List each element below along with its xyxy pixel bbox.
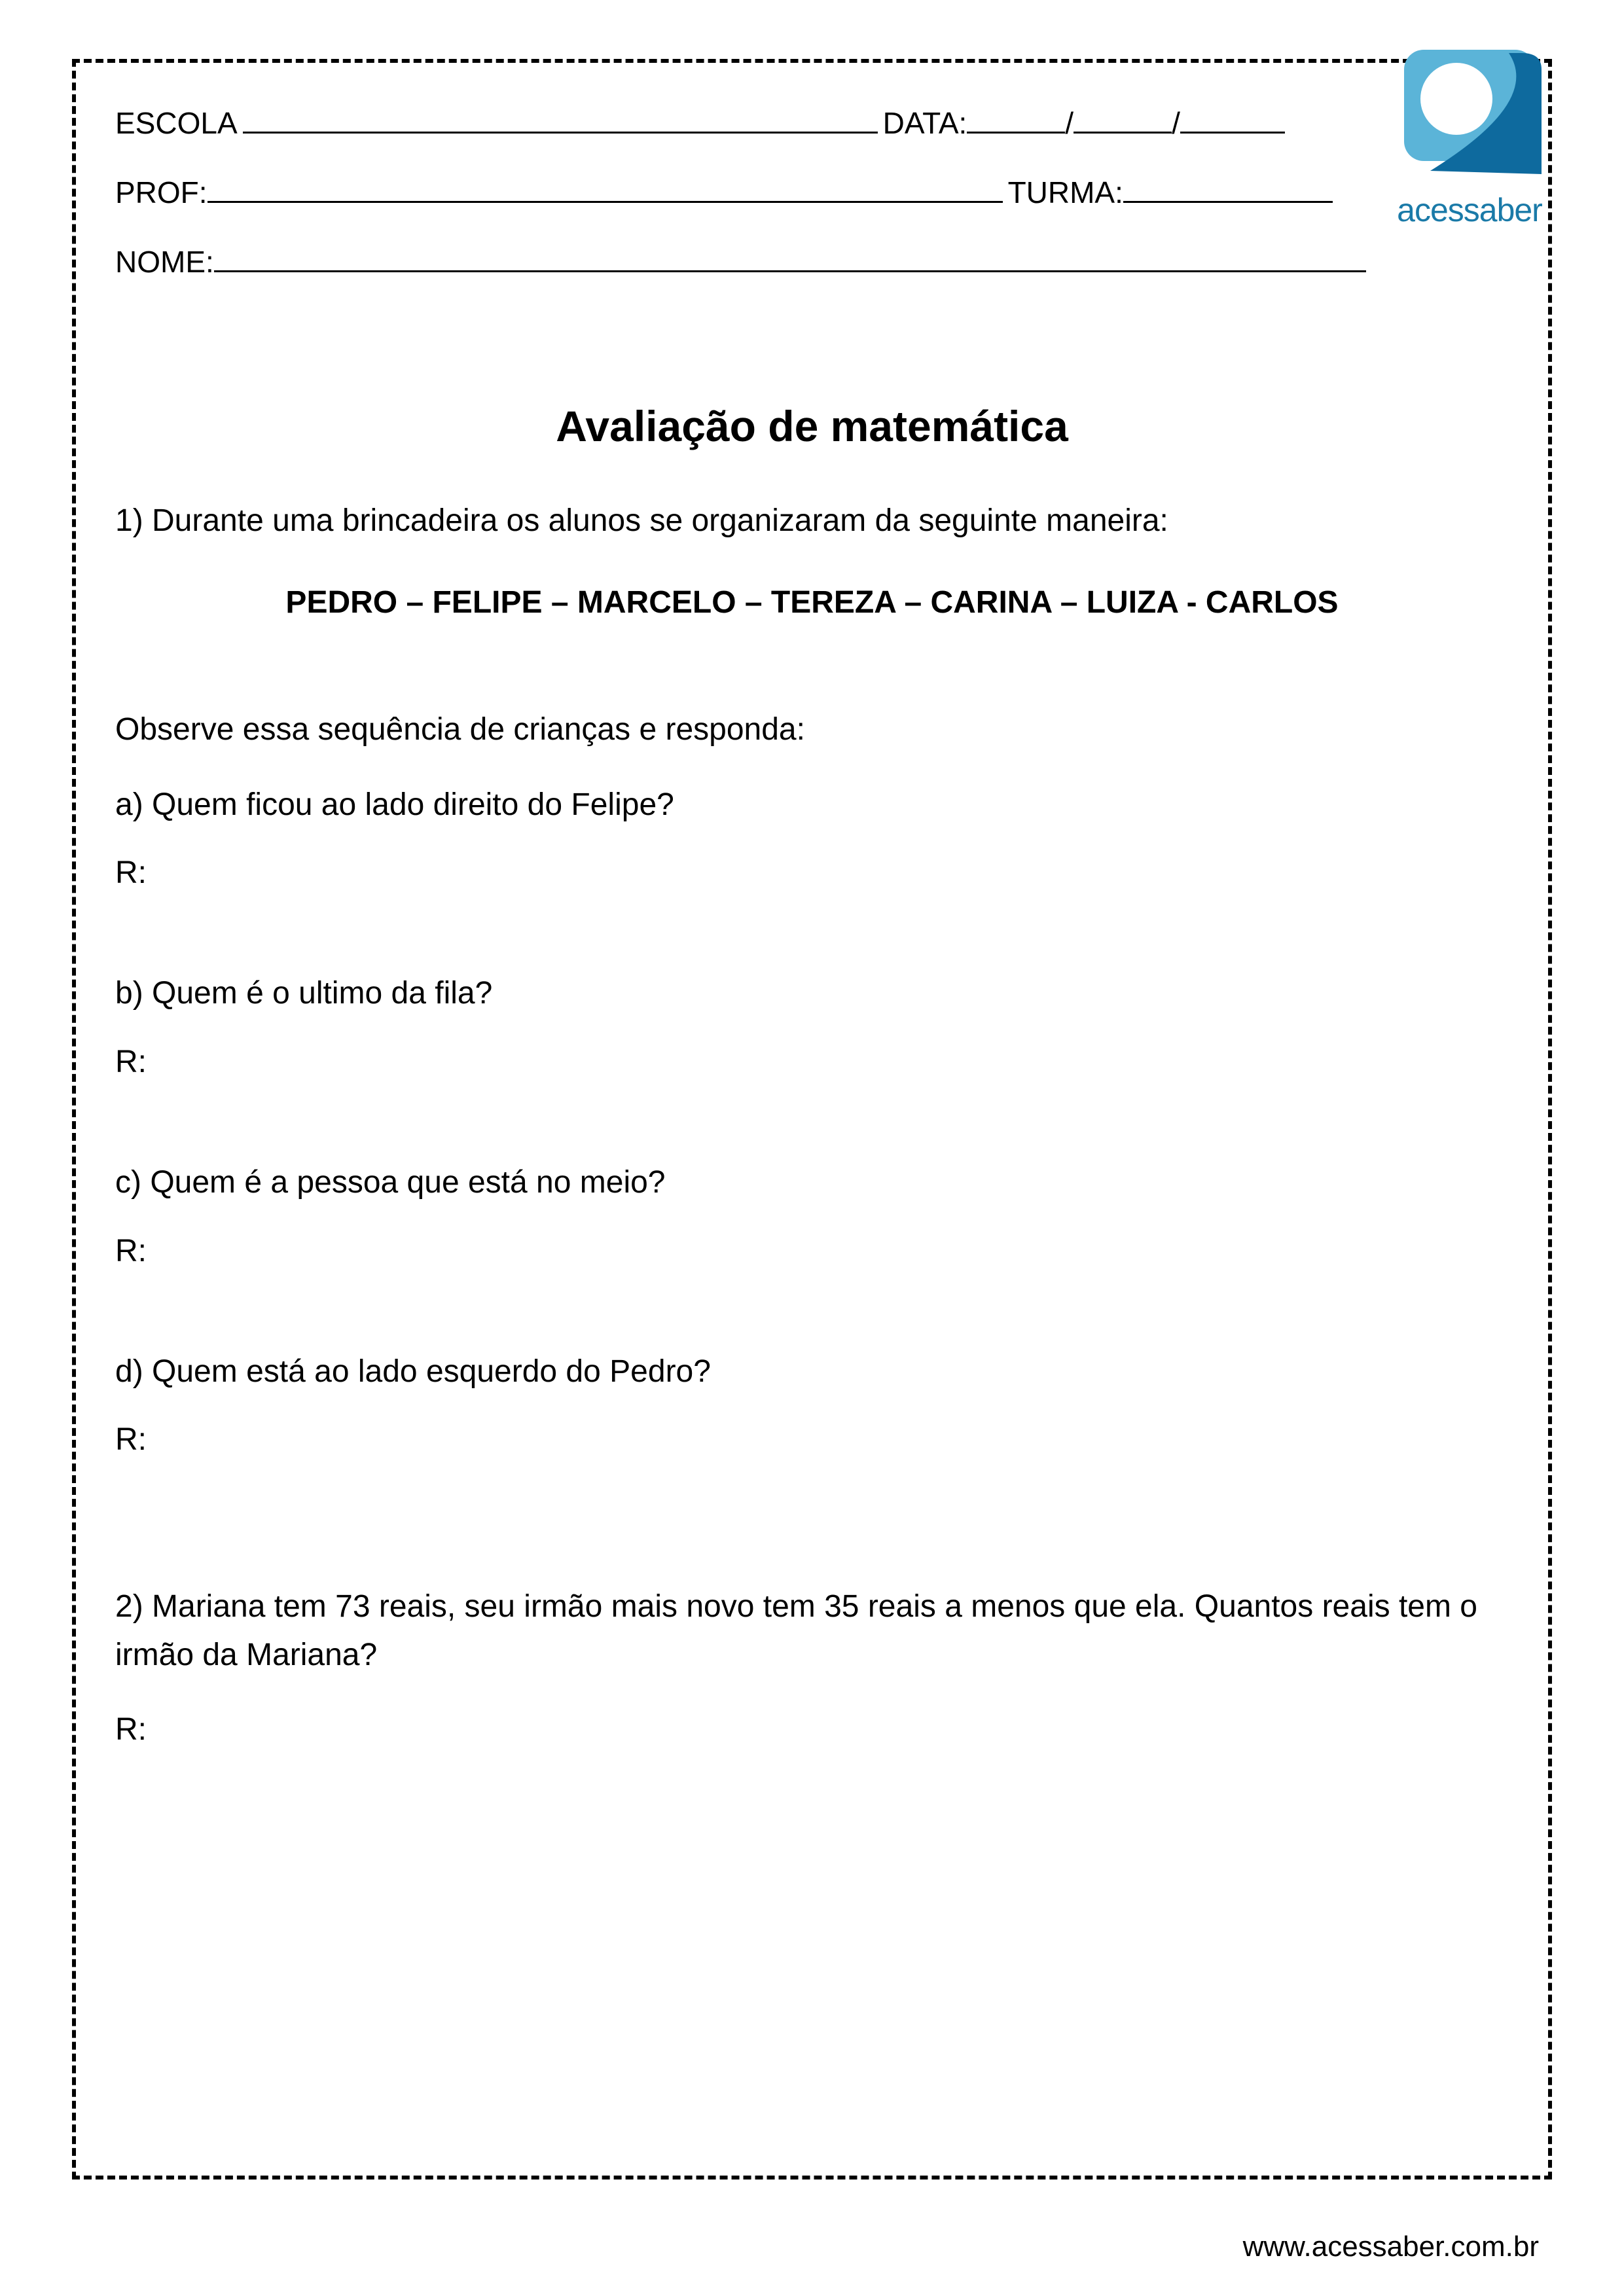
label-turma: TURMA:	[1008, 158, 1123, 228]
row-prof-turma: PROF: TURMA:	[115, 158, 1509, 228]
logo-icon	[1391, 43, 1548, 187]
worksheet-body: 1) Durante uma brincadeira os alunos se …	[115, 497, 1509, 1754]
blank-nome[interactable]	[214, 239, 1366, 272]
q2-answer[interactable]: R:	[115, 1706, 1509, 1754]
row-escola-data: ESCOLA DATA: / /	[115, 89, 1509, 158]
label-nome: NOME:	[115, 228, 214, 297]
header-block: ESCOLA DATA: / / PROF: TURMA: NOME:	[115, 89, 1509, 296]
q1-c-answer[interactable]: R:	[115, 1227, 1509, 1276]
blank-data-year[interactable]	[1180, 100, 1285, 134]
q1-b-text: b) Quem é o ultimo da fila?	[115, 969, 1509, 1018]
q1-b: b) Quem é o ultimo da fila? R:	[115, 969, 1509, 1086]
page: acessaber ESCOLA DATA: / / PROF: TURMA:	[0, 0, 1624, 2296]
q1-a-answer[interactable]: R:	[115, 849, 1509, 897]
q2: 2) Mariana tem 73 reais, seu irmão mais …	[115, 1583, 1509, 1755]
q1-intro: 1) Durante uma brincadeira os alunos se …	[115, 497, 1509, 545]
slash-2: /	[1172, 89, 1180, 158]
q1-a-text: a) Quem ficou ao lado direito do Felipe?	[115, 781, 1509, 829]
q1-c-text: c) Quem é a pessoa que está no meio?	[115, 1158, 1509, 1207]
logo: acessaber	[1371, 43, 1568, 229]
footer-url: www.acessaber.com.br	[1243, 2231, 1539, 2263]
label-escola: ESCOLA	[115, 89, 238, 158]
q1-b-answer[interactable]: R:	[115, 1038, 1509, 1086]
worksheet-title: Avaliação de matemática	[115, 401, 1509, 451]
q2-text: 2) Mariana tem 73 reais, seu irmão mais …	[115, 1583, 1509, 1680]
q1-d-text: d) Quem está ao lado esquerdo do Pedro?	[115, 1348, 1509, 1396]
q1-observe: Observe essa sequência de crianças e res…	[115, 706, 1509, 754]
blank-data-day[interactable]	[967, 100, 1065, 134]
blank-turma[interactable]	[1123, 170, 1333, 203]
q1-names: PEDRO – FELIPE – MARCELO – TEREZA – CARI…	[115, 579, 1509, 627]
label-prof: PROF:	[115, 158, 208, 228]
q1-c: c) Quem é a pessoa que está no meio? R:	[115, 1158, 1509, 1276]
logo-text: acessaber	[1371, 191, 1568, 229]
slash-1: /	[1065, 89, 1074, 158]
blank-prof[interactable]	[208, 170, 1003, 203]
blank-data-month[interactable]	[1074, 100, 1172, 134]
row-nome: NOME:	[115, 228, 1509, 297]
worksheet-frame: acessaber ESCOLA DATA: / / PROF: TURMA:	[72, 59, 1552, 2179]
blank-escola[interactable]	[243, 100, 878, 134]
label-data: DATA:	[883, 89, 967, 158]
q1-a: a) Quem ficou ao lado direito do Felipe?…	[115, 781, 1509, 898]
q1-d: d) Quem está ao lado esquerdo do Pedro? …	[115, 1348, 1509, 1465]
q1-d-answer[interactable]: R:	[115, 1416, 1509, 1464]
